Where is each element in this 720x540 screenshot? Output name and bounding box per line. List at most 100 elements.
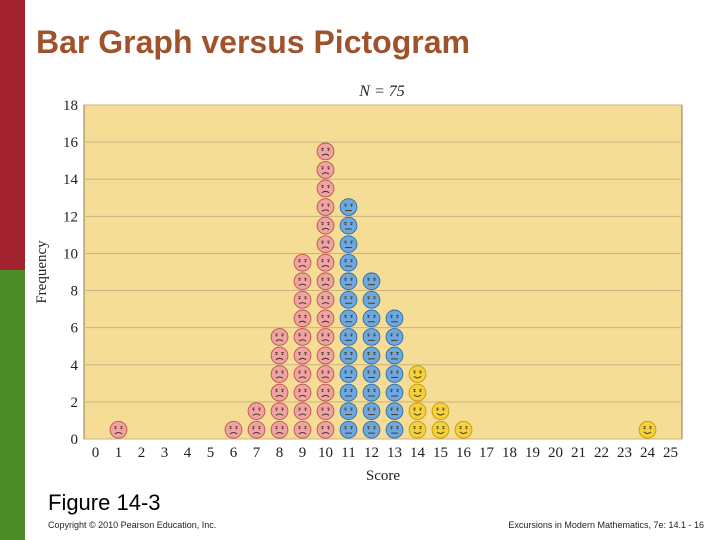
face-mark — [316, 272, 335, 291]
face-mark — [362, 272, 381, 291]
x-tick-label: 15 — [433, 445, 448, 461]
face-mark — [362, 402, 381, 421]
x-tick-label: 4 — [184, 445, 192, 461]
face-mark — [454, 420, 473, 439]
y-tick-labels: 0 2 4 6 8 10 12 14 16 18 — [63, 98, 79, 448]
face-mark — [362, 290, 381, 309]
face-mark — [270, 346, 289, 365]
face-mark — [270, 420, 289, 439]
face-mark — [385, 328, 404, 346]
face-mark — [293, 309, 312, 328]
x-tick-label: 8 — [276, 445, 284, 461]
y-tick-label: 14 — [63, 172, 79, 188]
x-tick-label: 12 — [364, 445, 379, 461]
face-mark — [408, 402, 427, 421]
face-mark — [431, 420, 450, 439]
face-mark — [339, 402, 358, 421]
y-tick-label: 16 — [63, 135, 79, 151]
face-mark — [293, 420, 312, 439]
face-mark — [270, 365, 289, 383]
face-mark — [339, 383, 358, 402]
face-mark — [316, 179, 335, 198]
face-mark — [339, 235, 358, 254]
face-mark — [431, 402, 450, 421]
x-tick-label: 11 — [341, 445, 355, 461]
face-mark — [316, 402, 335, 421]
x-tick-label: 2 — [138, 445, 146, 461]
face-mark — [362, 309, 381, 328]
face-marks — [109, 142, 657, 439]
x-tick-label: 20 — [548, 445, 563, 461]
face-mark — [362, 365, 381, 383]
y-axis-label: Frequency — [34, 240, 50, 304]
face-mark — [316, 290, 335, 309]
x-tick-label: 24 — [640, 445, 656, 461]
x-tick-label: 18 — [502, 445, 517, 461]
x-tick-label: 25 — [663, 445, 678, 461]
face-mark — [316, 198, 335, 216]
face-mark — [638, 420, 657, 439]
face-mark — [408, 383, 427, 402]
y-tick-label: 12 — [63, 209, 78, 225]
face-mark — [385, 420, 404, 439]
face-mark — [293, 272, 312, 291]
face-mark — [316, 383, 335, 402]
source-footer: Excursions in Modern Mathematics, 7e: 14… — [508, 520, 704, 530]
face-mark — [109, 420, 128, 439]
face-mark — [339, 420, 358, 439]
face-mark — [339, 328, 358, 346]
face-mark — [362, 420, 381, 439]
x-tick-label: 23 — [617, 445, 632, 461]
face-mark — [270, 383, 289, 402]
face-mark — [385, 346, 404, 365]
face-mark — [293, 290, 312, 309]
face-mark — [385, 365, 404, 383]
face-mark — [339, 216, 358, 235]
y-tick-label: 10 — [63, 246, 78, 262]
face-mark — [316, 235, 335, 254]
face-mark — [339, 309, 358, 328]
x-tick-label: 10 — [318, 445, 333, 461]
x-tick-label: 1 — [115, 445, 123, 461]
face-mark — [316, 365, 335, 383]
x-tick-label: 7 — [253, 445, 261, 461]
face-mark — [362, 346, 381, 365]
face-mark — [293, 346, 312, 365]
face-mark — [362, 328, 381, 346]
x-tick-label: 19 — [525, 445, 540, 461]
face-mark — [339, 346, 358, 365]
x-tick-label: 6 — [230, 445, 238, 461]
face-mark — [316, 161, 335, 179]
face-mark — [293, 365, 312, 383]
face-mark — [293, 383, 312, 402]
face-mark — [385, 402, 404, 421]
x-tick-label: 14 — [410, 445, 426, 461]
face-mark — [362, 383, 381, 402]
y-tick-label: 18 — [63, 98, 78, 114]
face-mark — [293, 402, 312, 421]
face-mark — [339, 272, 358, 291]
y-tick-label: 2 — [71, 395, 79, 411]
x-tick-label: 22 — [594, 445, 609, 461]
face-mark — [385, 383, 404, 402]
face-mark — [316, 420, 335, 439]
face-mark — [316, 216, 335, 235]
x-tick-label: 21 — [571, 445, 586, 461]
face-mark — [408, 365, 427, 383]
face-mark — [408, 420, 427, 439]
face-mark — [316, 346, 335, 365]
face-mark — [316, 253, 335, 272]
face-mark — [385, 309, 404, 328]
face-mark — [247, 420, 266, 439]
x-tick-label: 0 — [92, 445, 100, 461]
y-tick-label: 6 — [71, 321, 79, 337]
face-mark — [293, 253, 312, 272]
plot-background — [83, 104, 683, 440]
x-tick-labels: 0 1 2 3 4 5 6 7 8 9 10 11 12 13 14 15 16 17 18 19 20 21 22 23 24… — [92, 445, 678, 461]
face-mark — [247, 402, 266, 421]
side-accent-red — [0, 0, 25, 270]
face-mark — [339, 253, 358, 272]
face-mark — [316, 309, 335, 328]
slide-title: Bar Graph versus Pictogram — [36, 24, 470, 60]
